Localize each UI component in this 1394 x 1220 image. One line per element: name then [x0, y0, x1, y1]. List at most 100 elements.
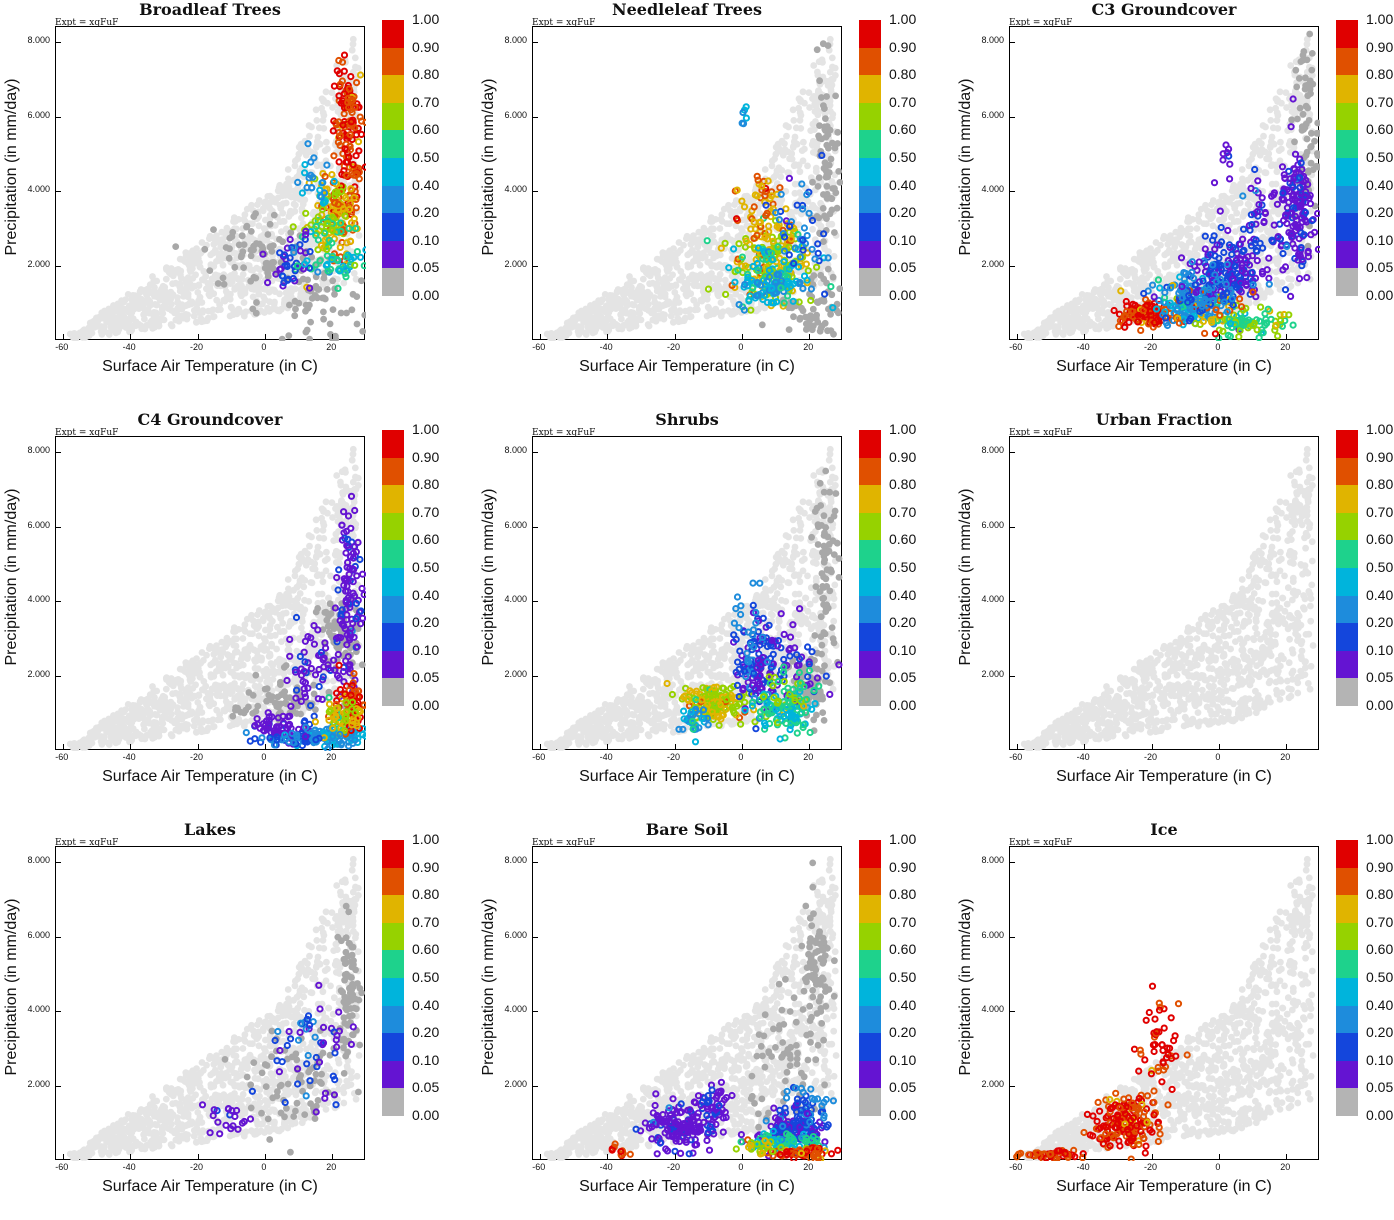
background-point [1273, 280, 1281, 288]
background-point [699, 254, 706, 262]
data-point [1265, 274, 1273, 282]
background-point [1034, 326, 1042, 334]
background-point [789, 143, 797, 151]
data-point [336, 267, 344, 275]
background-point [680, 241, 687, 249]
background-point [1080, 314, 1088, 322]
x-tick-label: 0 [261, 342, 267, 352]
background-point [605, 323, 612, 331]
data-point [352, 224, 360, 232]
zero-fraction-point [222, 244, 230, 251]
background-point [260, 293, 267, 301]
background-point [130, 292, 137, 299]
background-point [560, 333, 568, 340]
background-point [809, 137, 817, 145]
zero-fraction-point [304, 276, 312, 284]
y-tick-label: 4.000 [27, 184, 50, 195]
data-point [302, 227, 310, 235]
background-point [1209, 222, 1217, 230]
zero-fraction-point [1291, 138, 1298, 146]
background-point [788, 155, 796, 163]
zero-fraction-point [824, 265, 832, 273]
zero-fraction-point [1299, 110, 1307, 118]
background-point [324, 145, 331, 153]
background-point [1146, 271, 1153, 279]
background-point [1269, 124, 1277, 132]
background-point [1055, 307, 1062, 315]
y-tick-mark [533, 191, 538, 193]
zero-fraction-point [828, 206, 836, 214]
data-point [722, 290, 730, 298]
data-point [747, 225, 755, 233]
zero-fraction-point [823, 123, 831, 130]
data-point [346, 237, 355, 245]
background-point [226, 295, 234, 303]
data-point [340, 90, 348, 98]
data-point [345, 153, 353, 161]
background-point [587, 302, 594, 309]
y-tick-label: 4.000 [504, 184, 527, 195]
zero-fraction-point [1304, 104, 1312, 112]
data-point [362, 246, 366, 254]
colorbar-swatch [859, 20, 881, 48]
background-point [809, 225, 816, 233]
zero-fraction-point [240, 264, 248, 271]
background-point [165, 305, 172, 312]
scatter-panel-1: Broadleaf Trees Precipitation (in mm/day… [0, 0, 464, 400]
data-point [793, 201, 801, 209]
background-point [256, 279, 264, 286]
zero-fraction-point [331, 290, 338, 298]
colorbar-label: 0.70 [412, 93, 440, 110]
zero-fraction-point [332, 335, 340, 341]
background-point [222, 230, 229, 238]
data-point [354, 124, 362, 133]
data-point [309, 173, 317, 181]
data-point [350, 194, 358, 202]
zero-fraction-point [817, 297, 824, 305]
zero-fraction-point [813, 46, 821, 54]
data-point [827, 283, 835, 291]
background-point [115, 307, 122, 314]
background-point [1285, 249, 1293, 257]
background-point [707, 231, 715, 239]
background-point [1244, 176, 1251, 184]
data-point [341, 269, 349, 277]
data-point [347, 73, 355, 81]
data-point [327, 265, 335, 273]
data-point [738, 197, 746, 205]
background-point [301, 196, 309, 204]
background-point [777, 173, 785, 181]
background-point [683, 235, 690, 243]
data-point [753, 172, 761, 180]
background-point [633, 293, 641, 300]
background-point [260, 225, 268, 232]
data-point [331, 191, 339, 199]
background-point [801, 145, 808, 153]
background-point [217, 243, 225, 251]
background-point [178, 256, 186, 263]
background-point [577, 323, 585, 331]
background-point [216, 301, 224, 308]
zero-fraction-point [348, 306, 356, 314]
background-point [629, 320, 637, 327]
y-tick-mark [56, 41, 61, 43]
data-point [820, 230, 828, 238]
zero-fraction-point [337, 309, 345, 317]
y-tick-mark [533, 41, 538, 43]
background-point [822, 77, 830, 85]
background-point [662, 301, 669, 309]
background-point [717, 312, 725, 320]
background-point [677, 247, 684, 254]
zero-fraction-point [247, 246, 255, 254]
background-point [1256, 151, 1264, 159]
zero-fraction-point [1296, 104, 1304, 112]
background-point [235, 216, 243, 223]
y-tick-mark [56, 191, 61, 193]
zero-fraction-point [361, 311, 366, 319]
background-point [692, 254, 700, 261]
background-point [1138, 279, 1146, 287]
zero-fraction-point [835, 168, 843, 175]
data-point [286, 235, 294, 244]
background-point [206, 235, 213, 243]
colorbar-label: 0.40 [889, 176, 917, 193]
